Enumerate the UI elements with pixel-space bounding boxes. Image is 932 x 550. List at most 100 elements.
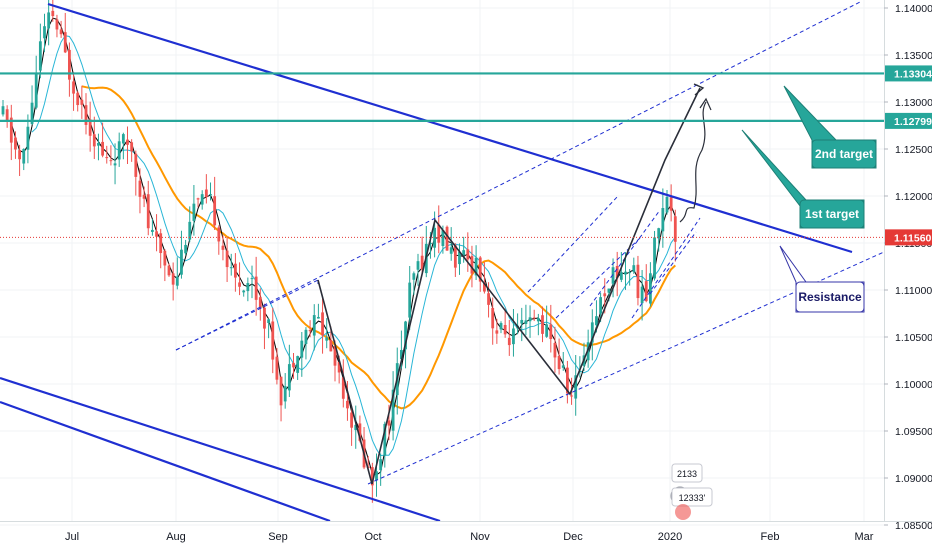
- candle-body: [574, 375, 578, 399]
- time-tick-label: Mar: [855, 531, 874, 543]
- candle-body: [649, 273, 652, 304]
- price-tick-label: 1.10500: [895, 332, 932, 344]
- candle-body: [167, 265, 171, 276]
- dashed-segment-b[interactable]: [527, 195, 619, 293]
- candle-body: [561, 365, 565, 368]
- time-axis[interactable]: Jul Aug Sep Oct Nov Dec 2020 Feb Mar: [0, 521, 932, 544]
- callout-box[interactable]: [799, 199, 865, 229]
- candle-body: [528, 317, 532, 322]
- candle-body: [333, 346, 337, 366]
- candle-body: [151, 229, 154, 232]
- candle-body: [321, 312, 324, 336]
- candle-body: [495, 330, 499, 334]
- candle-body: [229, 267, 233, 269]
- candle-body: [673, 216, 677, 242]
- candle-body: [532, 317, 536, 319]
- candle-body: [536, 318, 540, 322]
- candles: [1, 0, 677, 503]
- candle-body: [97, 142, 100, 146]
- candle-body: [250, 278, 254, 280]
- candle-body: [59, 29, 63, 35]
- price-tick-label: 1.11000: [895, 285, 932, 297]
- candle-body: [404, 321, 407, 350]
- candle-body: [607, 288, 611, 293]
- callout-box[interactable]: [811, 139, 877, 169]
- dotted-mark-2[interactable]: [649, 231, 697, 295]
- price-tick-label: 1.09500: [895, 426, 932, 438]
- target-level-tag-label: 1.13304: [894, 68, 932, 80]
- dashed-segment-a[interactable]: [175, 279, 319, 351]
- candle-body: [553, 342, 557, 358]
- candle-body: [109, 160, 113, 162]
- candle-body: [55, 19, 59, 30]
- candle-body: [483, 282, 486, 292]
- dashed-segment-c[interactable]: [555, 237, 641, 319]
- candle-body: [63, 32, 67, 53]
- candle-body: [611, 267, 615, 284]
- candle-body: [72, 81, 75, 94]
- candle-body: [312, 315, 316, 336]
- lower-channel-line-1[interactable]: [0, 376, 441, 523]
- projection-path[interactable]: [679, 101, 707, 223]
- candle-body: [9, 117, 13, 143]
- lower-channel-line-2[interactable]: [0, 400, 331, 523]
- candle-body: [142, 194, 146, 199]
- candle-body: [358, 423, 362, 441]
- candle-body: [180, 249, 183, 275]
- candle-body: [213, 196, 217, 226]
- candle-body: [669, 197, 673, 211]
- candle-body: [30, 102, 34, 125]
- candle-body: [570, 395, 573, 397]
- candle-body: [22, 149, 26, 164]
- upper-dashed-channel[interactable]: [175, 1, 861, 351]
- callout-box[interactable]: [795, 281, 865, 313]
- candle-body: [644, 281, 648, 302]
- time-tick-label: Dec: [563, 531, 583, 543]
- resistance-trendline[interactable]: [47, 2, 853, 254]
- price-axis[interactable]: 1.14000 1.13500 1.13000 1.12500 1.12000 1.115…: [884, 0, 932, 550]
- zigzag-arrowhead[interactable]: [693, 83, 705, 96]
- zigzag-pattern[interactable]: [371, 87, 701, 485]
- time-tick-label: Sep: [268, 531, 288, 543]
- candle-body: [387, 420, 391, 426]
- candle-body: [43, 26, 46, 39]
- candle-body: [246, 283, 250, 292]
- candle-body: [420, 255, 424, 270]
- zigzag-start[interactable]: [317, 279, 373, 485]
- event-badge-label-1: 2133: [677, 469, 697, 479]
- callout-label: Resistance: [798, 290, 862, 304]
- candle-body: [88, 119, 92, 136]
- time-tick-label: Feb: [761, 531, 780, 543]
- candle-body: [296, 356, 300, 373]
- dotted-mark-1[interactable]: [631, 217, 701, 319]
- candle-body: [632, 265, 636, 272]
- current-price-tag-label: 1.11560: [894, 232, 932, 244]
- candle-body: [341, 377, 345, 399]
- target-level-tag: [885, 65, 932, 82]
- price-tick-label: 1.13500: [895, 50, 932, 62]
- flag-icon[interactable]: [675, 504, 691, 520]
- candle-body: [441, 230, 445, 246]
- candle-body: [437, 224, 441, 243]
- event-badge-label-2: 12333': [679, 493, 706, 503]
- candle-body: [470, 256, 474, 274]
- target-level-tag-label: 1.12799: [894, 116, 932, 128]
- candle-body: [624, 271, 627, 275]
- projection-arrowhead[interactable]: [699, 97, 712, 111]
- event-badge-2[interactable]: [671, 487, 713, 507]
- event-badge-1[interactable]: [671, 463, 703, 483]
- candle-body: [628, 272, 632, 274]
- candle-body: [234, 263, 237, 278]
- time-tick-label: 2020: [658, 531, 682, 543]
- event-badge[interactable]: 2133 12333': [670, 463, 713, 520]
- candle-body: [171, 273, 175, 285]
- candle-body: [76, 92, 80, 106]
- candle-body: [346, 400, 349, 409]
- candle-body: [375, 471, 378, 481]
- candle-body: [113, 163, 117, 166]
- candle-body: [354, 424, 358, 431]
- candle-body: [5, 109, 9, 122]
- candle-body: [595, 316, 598, 326]
- candle-body: [590, 322, 594, 343]
